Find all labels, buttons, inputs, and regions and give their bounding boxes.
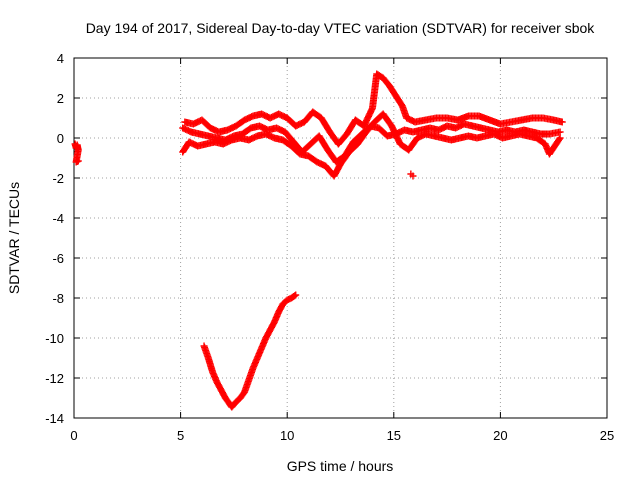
y-tick-label: -14 [45, 411, 64, 426]
plot-frame [73, 57, 608, 419]
series-dip [200, 291, 300, 411]
series-start [71, 140, 82, 166]
data-point [292, 291, 300, 299]
y-tick-label: -2 [52, 171, 64, 186]
y-tick-label: 2 [57, 91, 64, 106]
y-tick-label: 0 [57, 131, 64, 146]
x-tick-label: 25 [600, 428, 614, 443]
y-tick-label: -4 [52, 211, 64, 226]
y-tick-label: -12 [45, 371, 64, 386]
data-point [555, 135, 563, 143]
y-axis-title: SDTVAR / TECUs [6, 182, 22, 294]
data-points [71, 70, 566, 411]
x-tick-label: 20 [493, 428, 507, 443]
x-axis-title: GPS time / hours [287, 458, 394, 474]
x-tick-label: 10 [280, 428, 294, 443]
series-outlier [407, 170, 417, 180]
data-point [558, 118, 566, 126]
series-track-a [181, 70, 566, 148]
y-tick-label: -10 [45, 331, 64, 346]
data-point [291, 292, 299, 300]
series-track-c [179, 110, 564, 180]
y-tick-label: -6 [52, 251, 64, 266]
y-tick-label: 4 [57, 51, 64, 66]
data-point [409, 172, 417, 180]
data-point [556, 128, 564, 136]
chart-title: Day 194 of 2017, Sidereal Day-to-day VTE… [86, 20, 596, 36]
data-point [556, 134, 564, 142]
x-tick-label: 15 [387, 428, 401, 443]
y-tick-label: -8 [52, 291, 64, 306]
x-tick-label: 5 [177, 428, 184, 443]
grid [74, 58, 607, 418]
x-tick-label: 0 [70, 428, 77, 443]
data-point [74, 157, 82, 165]
